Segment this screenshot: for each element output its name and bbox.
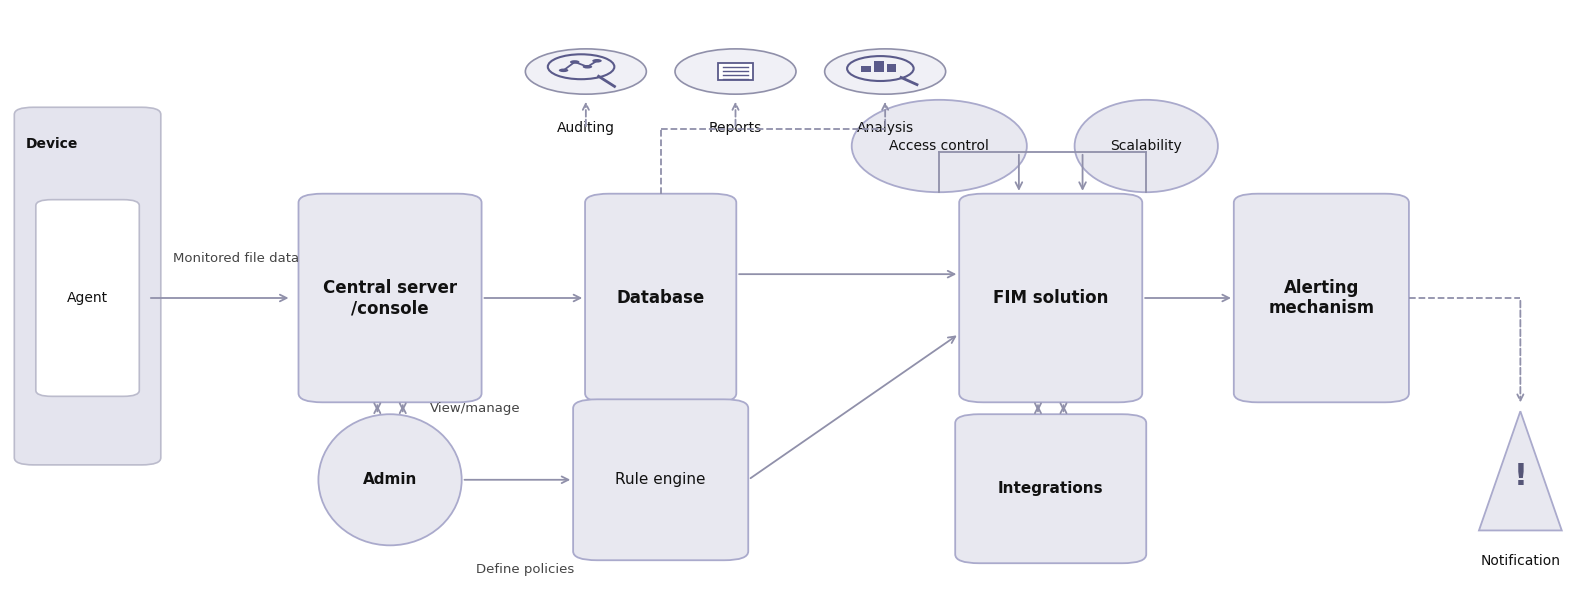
Text: Agent: Agent — [67, 291, 108, 305]
Text: Alerting
mechanism: Alerting mechanism — [1269, 278, 1374, 318]
Text: Device: Device — [25, 137, 78, 151]
FancyBboxPatch shape — [586, 194, 736, 402]
Text: Database: Database — [616, 289, 705, 307]
FancyBboxPatch shape — [718, 63, 753, 80]
Text: Rule engine: Rule engine — [616, 472, 705, 488]
Ellipse shape — [852, 100, 1027, 193]
Text: Admin: Admin — [363, 472, 417, 488]
Circle shape — [583, 65, 592, 69]
Text: Monitored file data: Monitored file data — [172, 252, 299, 265]
Ellipse shape — [318, 414, 462, 545]
Text: Integrations: Integrations — [998, 481, 1103, 496]
Text: Define policies: Define policies — [476, 563, 575, 576]
FancyBboxPatch shape — [14, 107, 161, 465]
FancyBboxPatch shape — [35, 200, 140, 396]
FancyBboxPatch shape — [573, 399, 748, 560]
Circle shape — [675, 49, 796, 94]
Text: !: ! — [1514, 462, 1527, 491]
Circle shape — [559, 69, 568, 72]
Ellipse shape — [1075, 100, 1218, 193]
FancyBboxPatch shape — [299, 194, 481, 402]
Circle shape — [570, 60, 579, 64]
Circle shape — [825, 49, 946, 94]
Circle shape — [525, 49, 646, 94]
Text: Analysis: Analysis — [856, 121, 914, 135]
Text: Scalability: Scalability — [1110, 139, 1183, 153]
Text: Notification: Notification — [1481, 554, 1560, 568]
Text: Central server
/console: Central server /console — [323, 278, 457, 318]
FancyBboxPatch shape — [955, 414, 1146, 563]
Text: View/manage: View/manage — [430, 402, 521, 415]
Circle shape — [592, 59, 602, 63]
FancyBboxPatch shape — [958, 194, 1143, 402]
Text: Access control: Access control — [890, 139, 989, 153]
Text: Auditing: Auditing — [557, 121, 615, 135]
Text: FIM solution: FIM solution — [993, 289, 1108, 307]
FancyBboxPatch shape — [874, 61, 884, 72]
FancyBboxPatch shape — [887, 64, 896, 72]
FancyBboxPatch shape — [1234, 194, 1409, 402]
Text: Reports: Reports — [708, 121, 763, 135]
Polygon shape — [1479, 411, 1562, 530]
FancyBboxPatch shape — [861, 66, 871, 72]
